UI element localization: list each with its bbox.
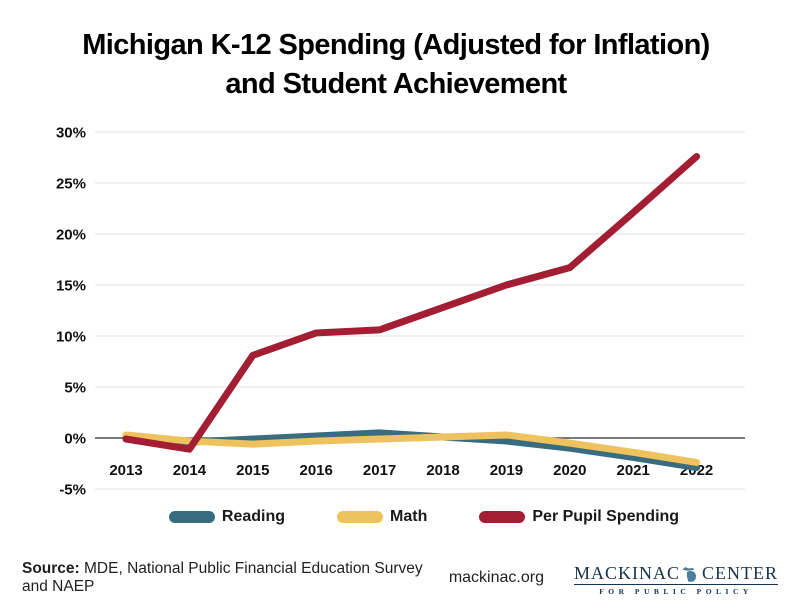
legend-swatch-reading [168, 510, 215, 523]
y-axis-tick-label: 25% [56, 175, 86, 192]
x-axis-tick-label: 2021 [617, 462, 650, 479]
source-label: Source: [22, 560, 80, 577]
x-axis-tick-label: 2016 [300, 462, 333, 479]
y-axis-tick-label: -5% [59, 481, 86, 497]
y-axis-tick-label: 20% [56, 226, 86, 243]
logo-tagline: FOR PUBLIC POLICY [573, 583, 778, 596]
logo-word-right: CENTER [702, 562, 778, 583]
chart-legend: Reading Math Per Pupil Spending [0, 508, 792, 526]
legend-label-per-pupil-spending: Per Pupil Spending [532, 507, 680, 525]
series-line-per-pupil-spending [122, 152, 701, 453]
legend-item-per-pupil-spending: Per Pupil Spending [479, 508, 679, 526]
source-detail: MDE, National Public Financial Education… [22, 560, 423, 595]
legend-item-math: Math [337, 508, 427, 526]
x-axis-tick-label: 2019 [490, 462, 523, 479]
logo-word-left: MACKINAC [573, 562, 680, 583]
chart-area: 30% 25% 20% 15% 10% 5% 0% -5% 2013 2014 2015 2016 20… [0, 111, 792, 502]
y-axis-tick-label: 15% [56, 277, 86, 294]
x-axis-tick-label: 2015 [236, 462, 269, 479]
x-axis-tick-label: 2014 [173, 462, 207, 479]
line-chart-svg: 30% 25% 20% 15% 10% 5% 0% -5% 2013 2014 2015 2016 20… [56, 124, 745, 498]
chart-title-line-2: and Student Achievement [225, 68, 567, 101]
chart-title-line-1: Michigan K-12 Spending (Adjusted for Inf… [82, 29, 710, 61]
x-axis-tick-label: 2018 [426, 462, 459, 479]
source-text: Source: MDE, National Public Financial E… [22, 560, 449, 596]
legend-label-reading: Reading [221, 507, 286, 525]
mackinac-center-logo: MACKINAC CENTER FOR PUBLIC POLICY [573, 561, 778, 596]
legend-item-reading: Reading [168, 507, 286, 526]
michigan-state-icon [682, 566, 697, 582]
website-text: mackinac.org [448, 569, 544, 586]
series-line-math [122, 431, 701, 466]
y-axis-tick-label: 5% [64, 379, 86, 396]
logo-wordmark: MACKINAC CENTER [574, 561, 778, 582]
y-axis-tick-label: 30% [56, 124, 86, 141]
chart-title: Michigan K-12 Spending (Adjusted for Inf… [0, 0, 792, 105]
x-axis-tick-label: 2020 [553, 462, 586, 479]
legend-swatch-math [337, 510, 384, 523]
footer: Source: MDE, National Public Financial E… [0, 560, 792, 596]
legend-swatch-per-pupil-spending [479, 510, 526, 523]
y-axis-tick-label: 0% [64, 430, 86, 447]
x-axis-tick-label: 2017 [363, 462, 396, 479]
legend-label-math: Math [390, 507, 428, 525]
x-axis-tick-label: 2013 [109, 462, 142, 479]
y-axis-tick-label: 10% [56, 328, 86, 345]
